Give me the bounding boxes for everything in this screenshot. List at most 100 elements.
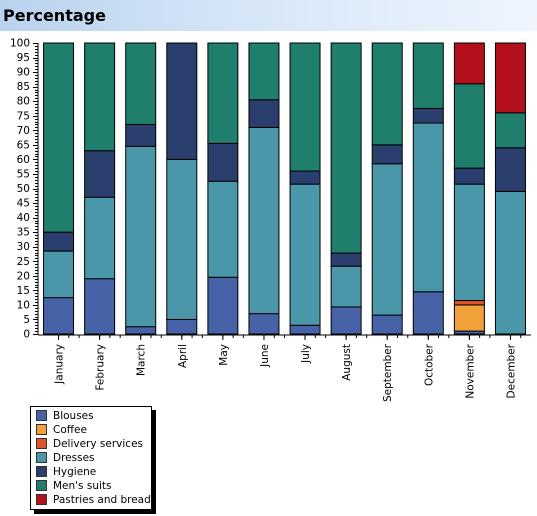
bar-segment — [289, 183, 321, 326]
bar-segment — [166, 158, 198, 320]
y-tick-label: 55 — [17, 168, 30, 180]
bar-segment — [330, 42, 362, 254]
y-tick-label: 60 — [17, 154, 30, 166]
y-tick-label: 20 — [17, 270, 30, 282]
legend-label: Pastries and bread — [53, 494, 151, 506]
bar-segment — [371, 42, 403, 146]
legend-label: Delivery services — [53, 438, 144, 450]
bar-segment — [453, 167, 485, 185]
y-tick-label: 90 — [17, 67, 30, 79]
legend-swatch — [36, 493, 47, 505]
bar-segment — [494, 112, 526, 149]
legend-item: Pastries and bread — [36, 493, 151, 507]
bar-segment — [494, 190, 526, 335]
bar-segment — [412, 42, 444, 109]
chart-title: Percentage — [3, 6, 106, 25]
bar-segment — [494, 42, 526, 114]
chart-title-bar: Percentage — [0, 0, 537, 31]
bar-segment — [166, 42, 198, 160]
bar-segment — [371, 144, 403, 165]
x-tick-label: February — [95, 344, 107, 391]
legend-item: Blouses — [36, 409, 94, 423]
bar-segment — [207, 180, 239, 278]
y-tick-label: 70 — [17, 125, 30, 137]
bar-segment — [412, 107, 444, 124]
legend-item: Coffee — [36, 423, 87, 437]
x-tick-label: November — [464, 343, 476, 398]
legend-swatch — [36, 437, 47, 449]
bar-segment — [248, 99, 280, 128]
legend-swatch — [36, 479, 47, 491]
bar-segment — [84, 196, 116, 280]
legend-swatch — [36, 409, 47, 421]
bar-segment — [412, 122, 444, 293]
y-tick-label: 80 — [17, 96, 30, 108]
bar-segment — [248, 42, 280, 101]
bar-segment — [248, 126, 280, 315]
bar-segment — [43, 250, 75, 299]
legend-label: Men's suits — [53, 480, 112, 492]
bar-segment — [453, 183, 485, 302]
y-tick-label: 75 — [17, 110, 30, 122]
bar-segment — [207, 42, 239, 144]
bar-segment — [207, 276, 239, 335]
legend-item: Hygiene — [36, 465, 96, 479]
bar-segment — [125, 326, 157, 335]
bar-segment — [125, 145, 157, 328]
y-tick-label: 95 — [17, 52, 30, 64]
bar-segment — [125, 123, 157, 147]
legend-swatch — [36, 423, 47, 435]
y-tick-label: 30 — [17, 241, 30, 253]
legend-item: Men's suits — [36, 479, 112, 493]
bar-segment — [43, 297, 75, 335]
y-tick-label: 85 — [17, 81, 30, 93]
bar-segment — [43, 231, 75, 252]
bar-segment — [84, 42, 116, 152]
legend-label: Dresses — [53, 452, 95, 464]
x-tick-label: October — [423, 343, 435, 386]
x-tick-label: December — [505, 343, 517, 398]
x-tick-label: June — [259, 344, 271, 368]
y-tick-label: 0 — [23, 329, 30, 341]
bar-segment — [289, 42, 321, 172]
legend-swatch — [36, 465, 47, 477]
bar-segment — [371, 314, 403, 335]
bar-segment — [84, 278, 116, 335]
x-tick-label: September — [382, 343, 394, 402]
y-tick-label: 5 — [23, 314, 30, 326]
legend-swatch — [36, 451, 47, 463]
legend-label: Hygiene — [53, 466, 97, 478]
y-tick-label: 35 — [17, 227, 30, 239]
legend-item: Delivery services — [36, 437, 143, 451]
y-tick-label: 65 — [17, 139, 30, 151]
bar-segment — [330, 252, 362, 267]
bar-segment — [289, 324, 321, 335]
legend-item: Dresses — [36, 451, 95, 465]
x-tick-label: August — [341, 344, 353, 381]
bar-segment — [453, 42, 485, 85]
bar-segment — [289, 170, 321, 185]
x-tick-label: April — [177, 344, 189, 368]
bar-segment — [125, 42, 157, 125]
y-tick-label: 10 — [17, 299, 30, 311]
y-tick-label: 50 — [17, 183, 30, 195]
chart-legend: Blouses Coffee Delivery services Dresses Hyg… — [30, 406, 152, 510]
legend-label: Blouses — [53, 410, 94, 422]
y-tick-label: 100 — [10, 38, 30, 50]
bar-segment — [207, 142, 239, 182]
bar-segment — [166, 318, 198, 335]
stacked-bar-chart: 0 5 10 15 20 25 30 35 40 45 50 55 60 65 70 75 80 85 90 95 10… — [10, 38, 531, 402]
bar-segment — [330, 306, 362, 335]
y-tick-label: 40 — [17, 212, 30, 224]
bar-segment — [248, 313, 280, 335]
bar-segment — [330, 265, 362, 308]
x-tick-label: January — [54, 344, 66, 385]
bar-segment — [84, 150, 116, 198]
y-tick-label: 25 — [17, 256, 30, 268]
x-tick-label: March — [136, 344, 148, 376]
bar-segment — [412, 291, 444, 335]
bar-segment — [453, 300, 485, 306]
legend-label: Coffee — [53, 424, 87, 436]
y-tick-label: 45 — [17, 198, 30, 210]
y-tick-label: 15 — [17, 285, 30, 297]
